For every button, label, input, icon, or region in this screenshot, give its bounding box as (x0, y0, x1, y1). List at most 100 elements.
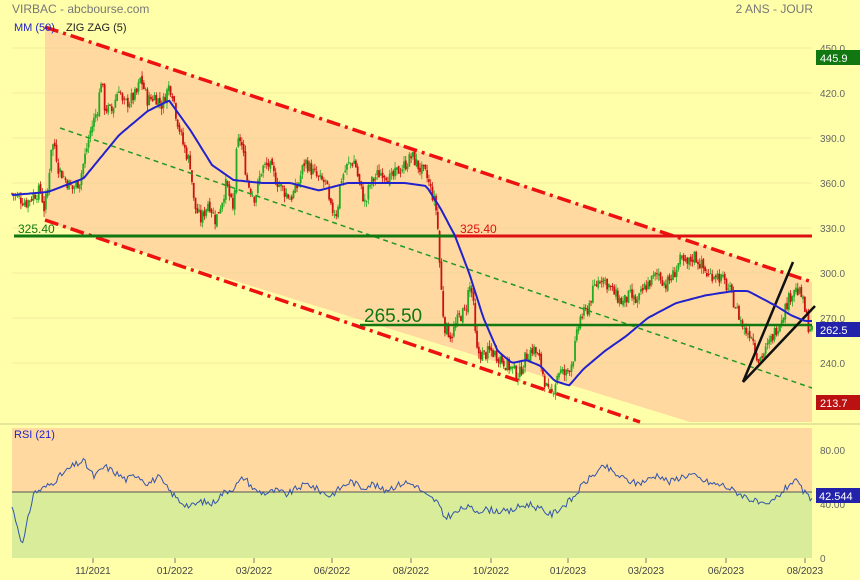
channel-lower-border (44, 218, 641, 424)
candle-body (182, 132, 184, 145)
candle-body (632, 295, 635, 300)
candle-body (258, 176, 261, 183)
candle-body (664, 284, 667, 289)
candle-body (675, 269, 678, 278)
candle-body (134, 88, 136, 100)
candle-body (199, 210, 202, 223)
candle-body (705, 273, 708, 277)
candle-body (567, 370, 569, 372)
candle-body (239, 137, 241, 142)
candle-body (52, 144, 54, 151)
candle-body (353, 160, 355, 165)
candle-body (205, 209, 208, 216)
candle-body (253, 196, 256, 203)
price-tick-label: 450.0 (820, 44, 845, 55)
candle-body (294, 183, 297, 193)
candle-body (504, 367, 507, 371)
candle-body (68, 180, 70, 190)
candle-body (240, 142, 243, 146)
candle-body (235, 148, 238, 193)
candle-body (552, 393, 555, 395)
candle-body (780, 320, 783, 325)
candle-body (248, 181, 250, 188)
candle-body (158, 97, 161, 104)
candle-body (586, 308, 589, 315)
candle-body (759, 357, 762, 361)
candle-body (590, 301, 592, 303)
candle-body (296, 185, 298, 189)
candle-body (148, 95, 151, 106)
candle-body (142, 82, 145, 89)
candle-body (94, 114, 97, 119)
candle-body (25, 200, 28, 207)
candle-body (722, 275, 724, 277)
candle-body (308, 162, 311, 171)
candle-body (121, 93, 124, 101)
candle-body (388, 173, 391, 186)
resistance-label: 325.40 (460, 222, 497, 236)
candle-body (520, 366, 523, 375)
candle-body (176, 119, 179, 127)
candle-body (376, 170, 379, 176)
candle-body (413, 151, 416, 166)
candle-body (11, 193, 13, 195)
overlays (14, 25, 816, 424)
candle-body (531, 348, 534, 354)
candle-body (198, 209, 200, 212)
candle-body (764, 346, 767, 354)
candle-body (43, 201, 45, 212)
x-tick-label: 03/2022 (236, 566, 273, 577)
candle-body (730, 284, 733, 291)
candle-body (536, 353, 539, 355)
candle-body (618, 297, 621, 304)
candle-body (508, 358, 511, 370)
candle-body (344, 170, 347, 173)
candle-body (796, 288, 799, 295)
candle-body (144, 88, 147, 90)
candle-body (93, 117, 95, 127)
candle-body (27, 200, 29, 208)
candle-body (171, 96, 174, 99)
rsi-current-marker: 42.544 (816, 488, 860, 503)
candle-body (135, 88, 138, 93)
candle-body (501, 354, 503, 363)
candle-body (436, 211, 439, 229)
candle-body (187, 155, 190, 159)
candle-body (474, 303, 477, 331)
low-marker-value: 213.7 (820, 398, 848, 410)
candle-body (809, 329, 812, 332)
candle-body (755, 353, 758, 361)
candle-body (342, 174, 345, 180)
candle-body (372, 178, 375, 182)
candle-body (196, 208, 199, 214)
candle-body (600, 280, 603, 282)
candle-body (223, 198, 225, 203)
candle-body (319, 174, 322, 177)
candle-body (497, 359, 500, 363)
candle-body (36, 198, 38, 200)
candle-body (130, 93, 133, 104)
x-tick-label: 11/2021 (75, 566, 111, 577)
candle-body (681, 256, 683, 258)
candle-body (324, 179, 327, 181)
candle-body (337, 206, 339, 218)
candle-body (160, 105, 163, 110)
candle-body (328, 186, 331, 200)
candle-body (303, 163, 306, 166)
candlesticks (11, 71, 813, 400)
candle-body (109, 104, 111, 106)
candle-body (700, 260, 703, 268)
candle-body (476, 330, 478, 348)
candle-body (757, 359, 760, 364)
candle-body (766, 342, 769, 346)
candle-body (306, 160, 309, 172)
candle-body (167, 85, 170, 92)
candle-body (540, 353, 543, 368)
candle-body (547, 383, 550, 387)
candle-body (82, 163, 85, 174)
wedge-lower-line (742, 305, 816, 383)
candle-body (192, 182, 195, 198)
candle-body (627, 290, 630, 303)
candle-body (201, 211, 204, 223)
candle-body (770, 335, 772, 342)
